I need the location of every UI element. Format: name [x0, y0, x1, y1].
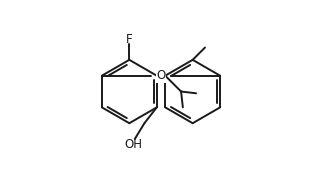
Text: O: O — [156, 69, 166, 82]
Text: OH: OH — [124, 138, 142, 151]
Text: F: F — [126, 33, 133, 46]
